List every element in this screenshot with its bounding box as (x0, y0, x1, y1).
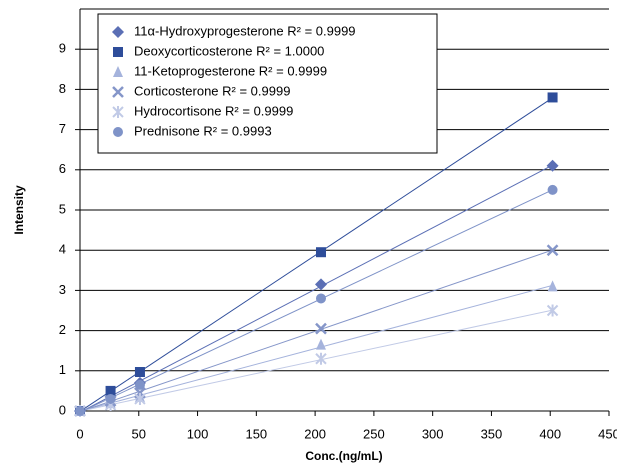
marker (105, 393, 116, 404)
y-tick-label: 8 (59, 81, 66, 96)
marker (547, 280, 558, 292)
marker (112, 106, 124, 118)
trend-line (79, 164, 553, 413)
legend-label: Corticosterone R² = 0.9999 (134, 83, 290, 98)
marker (315, 322, 327, 335)
marker (547, 184, 558, 195)
marker (315, 247, 326, 258)
y-tick-label: 4 (59, 242, 66, 257)
marker (113, 66, 123, 77)
trend-line (79, 249, 553, 413)
y-tick-label: 2 (59, 322, 66, 337)
x-tick-label: 300 (422, 426, 444, 441)
y-axis-title: Intensity (12, 185, 26, 235)
marker (547, 92, 558, 103)
marker (315, 338, 326, 350)
marker (105, 385, 116, 396)
legend-label: Prednisone R² = 0.9993 (134, 123, 272, 138)
y-tick-label: 9 (59, 41, 66, 56)
marker (75, 406, 85, 416)
legend-label: Hydrocortisone R² = 0.9999 (134, 103, 293, 118)
marker (134, 367, 145, 378)
y-tick-label: 1 (59, 362, 66, 377)
marker (112, 26, 124, 38)
x-tick-label: 400 (539, 426, 561, 441)
y-tick-label: 7 (59, 121, 66, 136)
legend-label: 11-Ketoprogesterone R² = 0.9999 (134, 63, 327, 78)
marker (314, 278, 327, 291)
trend-line (79, 284, 553, 412)
x-tick-label: 200 (304, 426, 326, 441)
y-tick-label: 6 (59, 161, 66, 176)
y-tick-label: 0 (59, 402, 66, 417)
x-tick-label: 350 (481, 426, 503, 441)
marker (113, 47, 123, 57)
x-axis-title: Conc.(ng/mL) (305, 449, 382, 463)
x-tick-label: 250 (363, 426, 385, 441)
legend: 11α-Hydroxyprogesterone R² = 0.9999 Deoxy… (97, 13, 438, 154)
marker (134, 379, 145, 390)
x-tick-label: 50 (132, 426, 146, 441)
marker (546, 159, 559, 172)
marker (546, 244, 559, 257)
x-tick-label: 450 (598, 426, 617, 441)
legend-label: Deoxycorticosterone R² = 1.0000 (134, 43, 324, 58)
x-tick-label: 0 (76, 426, 83, 441)
y-tick-label: 3 (59, 282, 66, 297)
legend-label: 11α-Hydroxyprogesterone R² = 0.9999 (134, 23, 356, 38)
marker (315, 293, 326, 304)
marker (113, 127, 123, 137)
trend-line (79, 189, 553, 413)
marker (546, 304, 559, 317)
x-tick-label: 100 (187, 426, 209, 441)
trend-line (79, 309, 553, 412)
x-tick-label: 150 (245, 426, 267, 441)
marker (112, 86, 124, 98)
y-tick-label: 5 (59, 201, 66, 216)
marker (315, 352, 327, 365)
legend-box (97, 13, 438, 154)
marker (134, 392, 146, 405)
